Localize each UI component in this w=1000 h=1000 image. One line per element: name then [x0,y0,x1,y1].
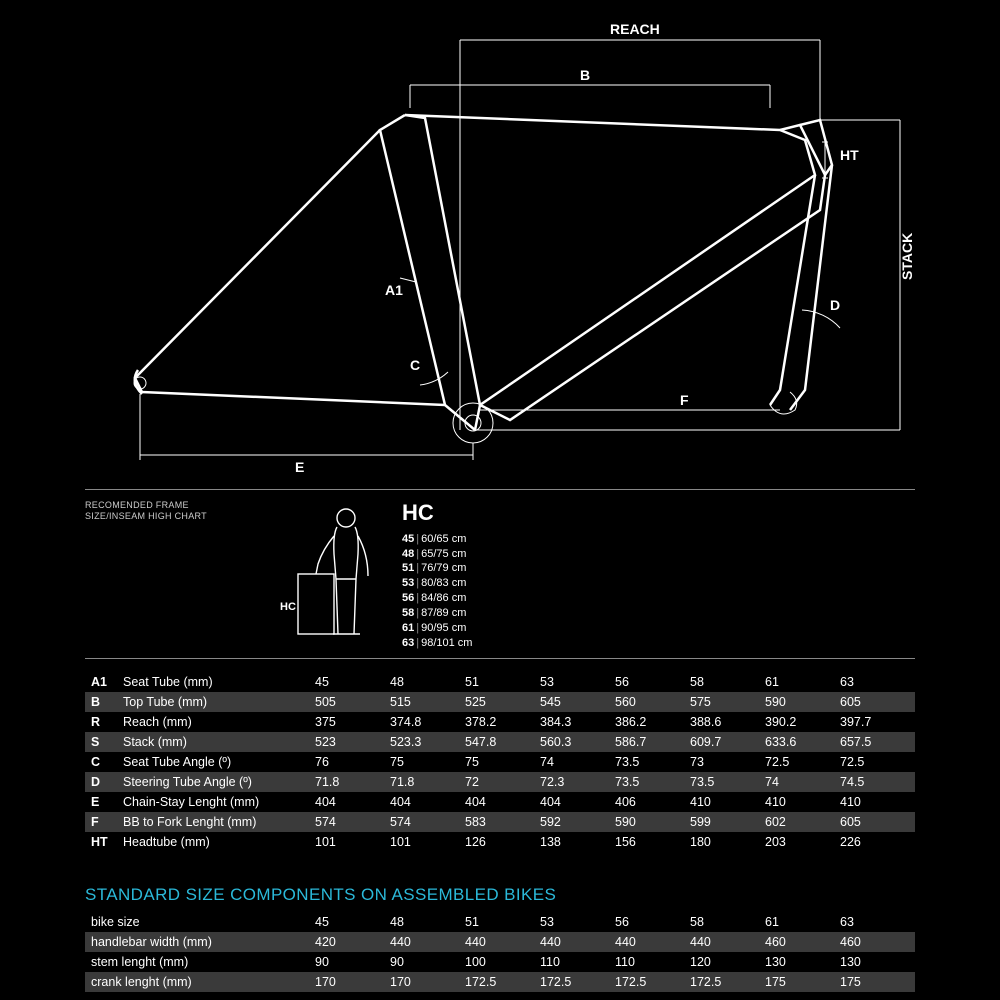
hc-row: 53|80/83 cm [402,576,472,591]
geometry-row: CSeat Tube Angle (º)7675757473.57372.572… [85,752,915,772]
hc-title: HC [402,498,472,528]
hc-row: 48|65/75 cm [402,547,472,562]
label-c: C [410,357,420,373]
components-table: bike size4548515356586163handlebar width… [85,912,915,992]
label-ht: HT [840,147,859,163]
label-e: E [295,459,304,475]
label-a1: A1 [385,282,403,298]
components-section-title: STANDARD SIZE COMPONENTS ON ASSEMBLED BI… [85,885,556,905]
hc-row: 58|87/89 cm [402,606,472,621]
inseam-chart-section: RECOMENDED FRAME SIZE/INSEAM HIGH CHART [85,485,915,665]
label-b: B [580,67,590,83]
hc-size-list: HC 45|60/65 cm48|65/75 cm51|76/79 cm53|8… [402,498,472,650]
hc-row: 56|84/86 cm [402,591,472,606]
label-d: D [830,297,840,313]
geometry-row: RReach (mm)375374.8378.2384.3386.2388.63… [85,712,915,732]
hc-row: 51|76/79 cm [402,561,472,576]
geometry-row: HTHeadtube (mm)101101126138156180203226 [85,832,915,852]
components-row: crank lenght (mm)170170172.5172.5172.517… [85,972,915,992]
label-f: F [680,392,689,408]
components-row: handlebar width (mm)42044044044044044046… [85,932,915,952]
geometry-row: EChain-Stay Lenght (mm)40440440440440641… [85,792,915,812]
geometry-row: SStack (mm)523523.3547.8560.3586.7609.76… [85,732,915,752]
hc-row: 45|60/65 cm [402,532,472,547]
hc-row: 61|90/95 cm [402,621,472,636]
label-reach: REACH [610,21,660,37]
frame-geometry-diagram: REACH B STACK HT C A1 D E F [80,10,920,480]
geometry-row: FBB to Fork Lenght (mm)57457458359259059… [85,812,915,832]
recommended-frame-label: RECOMENDED FRAME SIZE/INSEAM HIGH CHART [85,496,260,522]
hc-row: 63|98/101 cm [402,636,472,651]
label-stack: STACK [899,233,915,280]
geometry-row: BTop Tube (mm)505515525545560575590605 [85,692,915,712]
hc-caption: HC [280,601,296,613]
components-row: bike size4548515356586163 [85,912,915,932]
components-row: stem lenght (mm)9090100110110120130130 [85,952,915,972]
human-figure-icon: HC [278,504,388,644]
geometry-row: DSteering Tube Angle (º)71.871.87272.373… [85,772,915,792]
geometry-row: A1Seat Tube (mm)4548515356586163 [85,672,915,692]
geometry-table: A1Seat Tube (mm)4548515356586163BTop Tub… [85,672,915,852]
